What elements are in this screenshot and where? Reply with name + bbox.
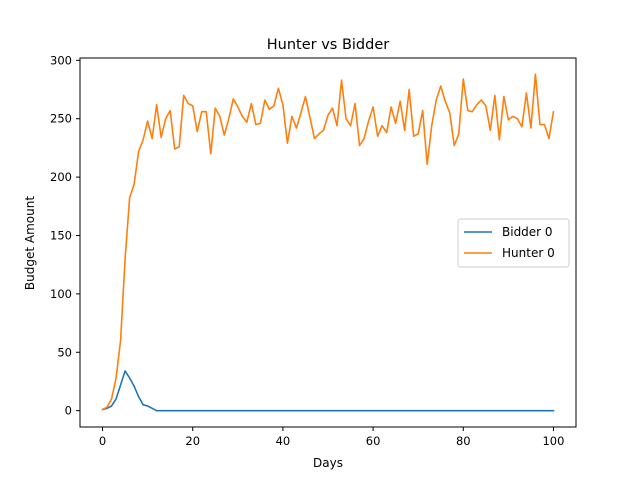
series-line-1 [101,73,555,411]
x-tick-label-1: 20 [185,434,200,448]
chart-title: Hunter vs Bidder [267,37,390,53]
x-tick-label-4: 80 [456,434,471,448]
y-tick-label-6: 300 [50,53,72,67]
y-tick-label-5: 250 [50,112,72,126]
x-tick-label-2: 40 [276,434,291,448]
legend-box [457,218,570,268]
plot-frame [79,57,577,428]
y-tick-label-1: 50 [57,345,72,359]
x-tick-label-5: 100 [542,434,564,448]
x-tick-label-3: 60 [366,434,381,448]
legend: Bidder 0 Hunter 0 [457,218,570,268]
legend-label-0: Bidder 0 [502,225,553,239]
y-tick-label-4: 200 [50,170,72,184]
y-tick-label-3: 150 [50,228,72,242]
legend-label-1: Hunter 0 [502,246,555,260]
x-tick-label-0: 0 [99,434,106,448]
y-tick-label-2: 100 [50,287,72,301]
series-line-0 [101,370,555,412]
y-axis-label: Budget Amount [23,196,37,290]
axes: 0 20 40 60 80 100 0 50 100 150 200 250 300 [50,53,577,448]
y-tick-label-0: 0 [65,404,72,418]
plot-lines [101,73,555,412]
x-axis-label: Days [313,456,343,470]
